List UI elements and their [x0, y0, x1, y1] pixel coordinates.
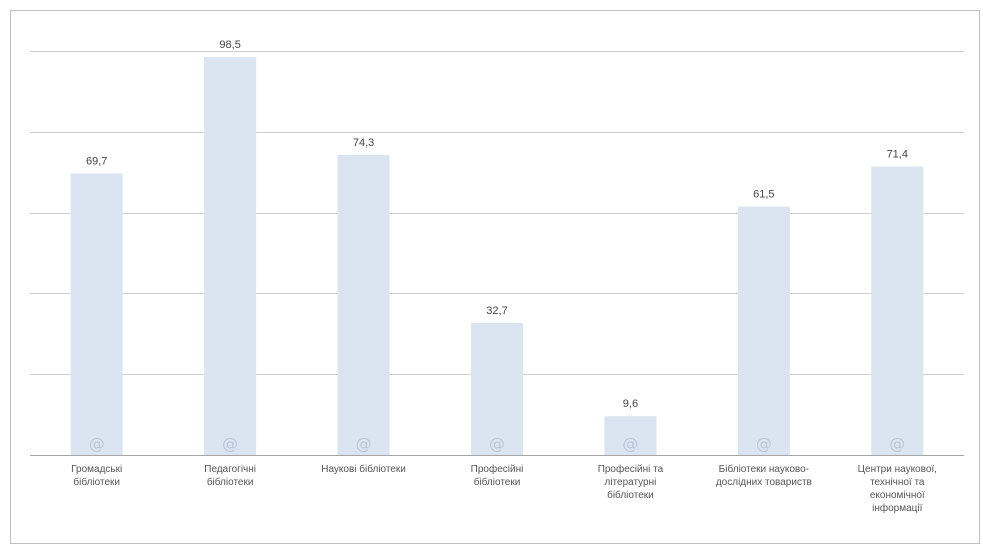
- category-label-4: Професійні бібліотеки: [471, 463, 524, 488]
- category-label-2: Педагогічні бібліотеки: [204, 464, 256, 488]
- at-icon: @: [356, 434, 372, 453]
- category-label-line: бібліотеки: [607, 489, 654, 501]
- value-label-7: 71,4: [887, 149, 908, 161]
- category-label-line: бібліотеки: [207, 476, 254, 488]
- category-label-3: Наукові бібліотеки: [321, 463, 406, 475]
- category-label-line: дослідних товариств: [716, 477, 812, 488]
- value-label-4: 32,7: [486, 305, 507, 317]
- category-label-line: Професійні: [471, 463, 524, 475]
- category-label-line: інформації: [872, 502, 922, 514]
- category-label-line: Бібліотеки науково-: [719, 463, 809, 475]
- gridlines: [30, 51, 964, 375]
- at-icon: @: [222, 434, 238, 453]
- at-icon: @: [489, 434, 505, 453]
- category-label-line: Професійні та: [598, 463, 664, 475]
- category-label-line: Центри наукової,: [858, 464, 937, 475]
- bar-6: [737, 206, 790, 455]
- bar-3: [337, 154, 390, 455]
- category-label-line: технічної та: [870, 477, 925, 488]
- category-label-5: Професійні та літературні бібліотеки: [598, 463, 664, 501]
- value-label-6: 61,5: [753, 189, 774, 201]
- category-label-1: Громадські бібліотеки: [71, 464, 122, 488]
- bars: [70, 57, 924, 456]
- at-icon: @: [756, 434, 772, 453]
- bar-4: [471, 322, 523, 455]
- value-labels: 69,7 98,5 74,3 32,7 9,6 61,5 71,4: [86, 39, 908, 410]
- bar-7: [871, 166, 924, 455]
- bar-2: [204, 57, 257, 456]
- category-label-line: економічної: [870, 490, 925, 501]
- bar-icons: @ @ @ @ @ @ @: [89, 434, 906, 453]
- category-label-line: літературні: [604, 477, 656, 488]
- at-icon: @: [89, 434, 105, 453]
- category-label-line: Громадські: [71, 464, 122, 475]
- value-label-3: 74,3: [353, 137, 374, 149]
- category-label-line: бібліотеки: [474, 476, 521, 488]
- at-icon: @: [889, 434, 905, 453]
- category-label-6: Бібліотеки науково-дослідних товариств: [716, 463, 812, 488]
- value-label-2: 98,5: [219, 39, 240, 51]
- value-label-1: 69,7: [86, 155, 107, 167]
- category-label-line: Педагогічні: [204, 464, 256, 475]
- at-icon: @: [622, 434, 638, 453]
- category-label-line: бібліотеки: [73, 476, 120, 488]
- category-label-7: Центри наукової, технічної та економічної і…: [858, 464, 937, 514]
- bar-5: [604, 416, 657, 455]
- category-label-line: Наукові бібліотеки: [321, 463, 406, 475]
- value-label-5: 9,6: [623, 398, 638, 410]
- bar-1: [70, 173, 123, 456]
